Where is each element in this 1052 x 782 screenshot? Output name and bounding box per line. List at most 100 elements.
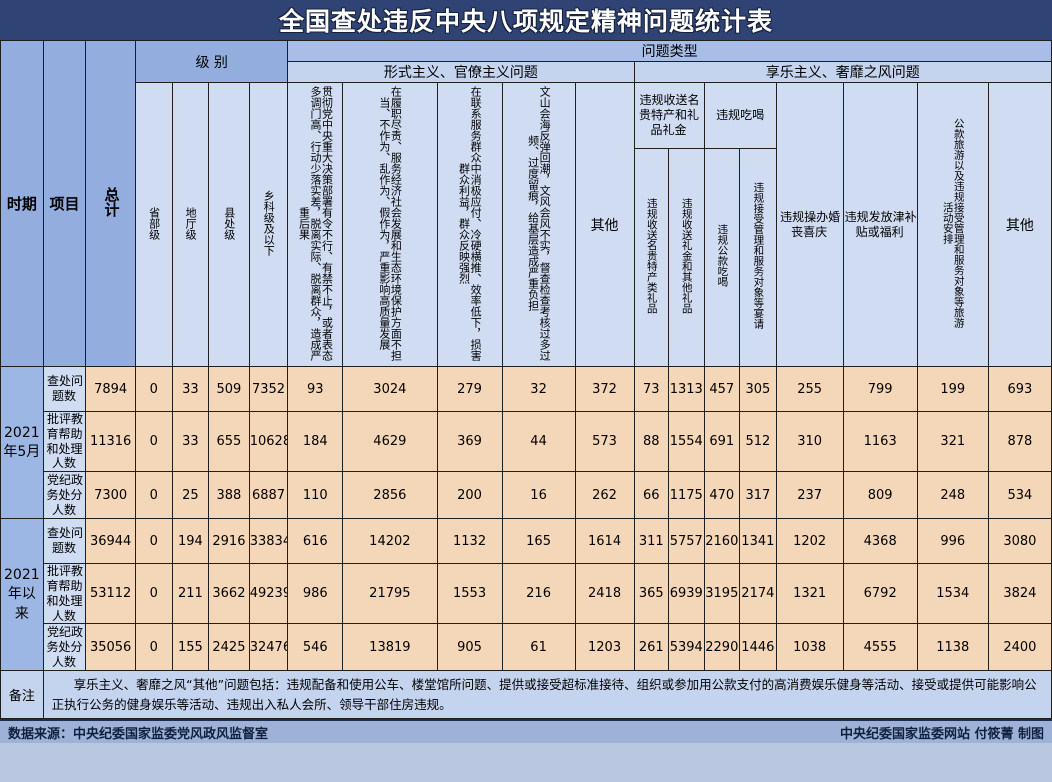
cell-hedonism: 4368 — [842, 518, 918, 565]
cell-hedonism: 248 — [916, 471, 989, 520]
cell-hedonism: 73 — [633, 366, 670, 412]
cell-formalism: 262 — [574, 471, 635, 520]
header-hedonism-allowance: 违规发放津补贴或福利 — [842, 82, 918, 367]
cell-total: 35056 — [85, 623, 137, 672]
cell-hedonism: 88 — [633, 410, 670, 473]
cell-formalism: 61 — [501, 623, 576, 672]
cell-formalism: 279 — [436, 366, 503, 412]
cell-hedonism: 66 — [633, 471, 670, 520]
cell-formalism: 372 — [574, 366, 635, 412]
header-level-group: 级 别 — [135, 40, 289, 83]
cell-level: 33834 — [248, 518, 289, 565]
cell-total: 7300 — [85, 471, 137, 520]
header-hedonism-group: 享乐主义、奢靡之风问题 — [633, 61, 1052, 83]
cell-hedonism: 365 — [633, 563, 670, 625]
cell-hedonism: 6939 — [668, 563, 705, 625]
cell-hedonism: 2174 — [739, 563, 777, 625]
header-formalism-col-3: 在联系服务群众中消极应付、冷硬横推、效率低下，损害群众利益，群众反映强烈 — [436, 82, 503, 367]
cell-level: 211 — [171, 563, 210, 625]
cell-level: 0 — [135, 366, 173, 412]
header-row-leaves: 违规收送名贵特产类礼品 违规收送礼金和其他礼品 违规公款吃喝 违规接受管理和服务… — [1, 147, 1052, 368]
cell-formalism: 2856 — [342, 471, 438, 520]
header-hedonism-other: 其他 — [987, 82, 1052, 367]
cell-hedonism: 1175 — [668, 471, 705, 520]
cell-formalism: 216 — [501, 563, 576, 625]
cell-hedonism: 2160 — [703, 518, 741, 565]
table-row: 党纪政务处分人数 35056 0 155 2425 32476 546 1381… — [1, 623, 1052, 672]
cell-hedonism: 305 — [739, 366, 777, 412]
page-title: 全国查处违反中央八项规定精神问题统计表 — [278, 7, 773, 36]
cell-hedonism: 1163 — [842, 410, 918, 473]
cell-hedonism: 5757 — [668, 518, 705, 565]
cell-hedonism: 1534 — [916, 563, 989, 625]
cell-hedonism: 4555 — [842, 623, 918, 672]
cell-level: 155 — [171, 623, 210, 672]
row-item-label: 批评教育帮助和处理人数 — [42, 563, 87, 625]
row-item-label: 党纪政务处分人数 — [42, 471, 87, 520]
cell-formalism: 3024 — [342, 366, 438, 412]
cell-level: 25 — [171, 471, 210, 520]
header-hedonism-wedding: 违规操办婚丧喜庆 — [775, 82, 844, 367]
note-label: 备注 — [0, 670, 44, 720]
header-hedonism-eat-group: 违规吃喝 — [703, 82, 777, 149]
data-source-text: 数据来源：中央纪委国家监委党风政风监督室 — [8, 726, 269, 742]
row-item-label: 批评教育帮助和处理人数 — [42, 410, 87, 473]
header-row-top: 时期 项目 总计 级 别 问题类型 — [0, 40, 1052, 367]
row-item-label: 查处问题数 — [42, 518, 87, 565]
cell-formalism: 165 — [501, 518, 576, 565]
cell-level: 0 — [135, 471, 173, 520]
cell-level: 0 — [135, 623, 173, 672]
cell-formalism: 1553 — [436, 563, 503, 625]
cell-hedonism: 799 — [842, 366, 918, 412]
cell-level: 509 — [208, 366, 250, 412]
cell-formalism: 1132 — [436, 518, 503, 565]
cell-hedonism: 996 — [916, 518, 989, 565]
cell-hedonism: 1321 — [775, 563, 844, 625]
cell-hedonism: 693 — [987, 366, 1052, 412]
cell-hedonism: 457 — [703, 366, 741, 412]
cell-level: 33 — [171, 410, 210, 473]
header-item: 项目 — [42, 40, 87, 367]
statistics-table: 时期 项目 总计 级 别 问题类型 形式主义、官僚主义问题 享乐主义、奢靡之风问… — [0, 40, 1052, 720]
cell-formalism: 13819 — [342, 623, 438, 672]
cell-hedonism: 199 — [916, 366, 989, 412]
cell-total: 7894 — [85, 366, 137, 412]
header-level-xian-chu: 县处级 — [208, 82, 250, 367]
header-problem-type-group: 问题类型 — [287, 40, 1052, 62]
row-period-2021-ytd: 2021年以来 — [0, 518, 44, 672]
cell-hedonism: 261 — [633, 623, 670, 672]
cell-hedonism: 2290 — [703, 623, 741, 672]
cell-hedonism: 1313 — [668, 366, 705, 412]
cell-hedonism: 534 — [987, 471, 1052, 520]
header-hedonism-gift-specialty: 违规收送名贵特产类礼品 — [633, 147, 670, 368]
cell-hedonism: 255 — [775, 366, 844, 412]
cell-level: 2916 — [208, 518, 250, 565]
cell-hedonism: 1446 — [739, 623, 777, 672]
cell-hedonism: 1554 — [668, 410, 705, 473]
header-formalism-group: 形式主义、官僚主义问题 — [287, 61, 635, 83]
cell-level: 49239 — [248, 563, 289, 625]
cell-hedonism: 237 — [775, 471, 844, 520]
cell-total: 53112 — [85, 563, 137, 625]
cell-hedonism: 1202 — [775, 518, 844, 565]
cell-formalism: 1203 — [574, 623, 635, 672]
cell-hedonism: 317 — [739, 471, 777, 520]
cell-formalism: 546 — [287, 623, 344, 672]
cell-total: 36944 — [85, 518, 137, 565]
header-hedonism-public-funds-dining: 违规公款吃喝 — [703, 147, 741, 368]
cell-formalism: 21795 — [342, 563, 438, 625]
cell-hedonism: 3824 — [987, 563, 1052, 625]
cell-total: 11316 — [85, 410, 137, 473]
cell-level: 3662 — [208, 563, 250, 625]
credit-text: 中央纪委国家监委网站 付筱菁 制图 — [839, 726, 1044, 742]
cell-hedonism: 3080 — [987, 518, 1052, 565]
cell-formalism: 14202 — [342, 518, 438, 565]
header-formalism-col-1: 贯彻党中央重大决策部署有令不行、有禁不止，或者表态多调门高、行动少落实差，脱离实… — [287, 82, 344, 367]
cell-level: 7352 — [248, 366, 289, 412]
cell-level: 655 — [208, 410, 250, 473]
cell-hedonism: 691 — [703, 410, 741, 473]
header-hedonism-gift-money: 违规收送礼金和其他礼品 — [668, 147, 705, 368]
cell-hedonism: 470 — [703, 471, 741, 520]
cell-level: 0 — [135, 563, 173, 625]
cell-formalism: 110 — [287, 471, 344, 520]
